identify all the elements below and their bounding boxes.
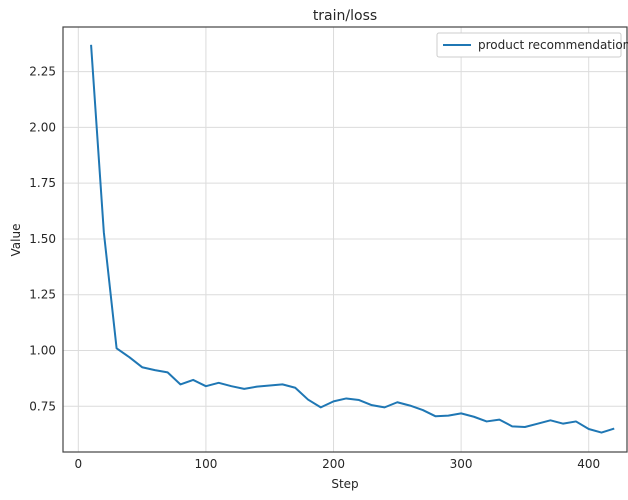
y-axis-label: Value [9,224,23,257]
legend-label-product-recommendation: product recommendation [478,38,628,52]
plot-background [63,27,627,452]
y-tick-label: 1.50 [29,232,56,246]
chart-title: train/loss [313,8,377,24]
legend: product recommendation [437,33,628,57]
x-tick-label: 0 [74,457,82,471]
x-tick-label: 200 [322,457,345,471]
x-tick-label: 100 [194,457,217,471]
y-tick-label: 2.25 [29,65,56,79]
y-tick-label: 1.75 [29,176,56,190]
y-tick-label: 1.25 [29,288,56,302]
x-axis-label: Step [331,477,358,491]
y-tick-label: 1.00 [29,343,56,357]
y-tick-label: 2.00 [29,120,56,134]
x-tick-label: 300 [450,457,473,471]
y-tick-label: 0.75 [29,399,56,413]
x-tick-label: 400 [577,457,600,471]
